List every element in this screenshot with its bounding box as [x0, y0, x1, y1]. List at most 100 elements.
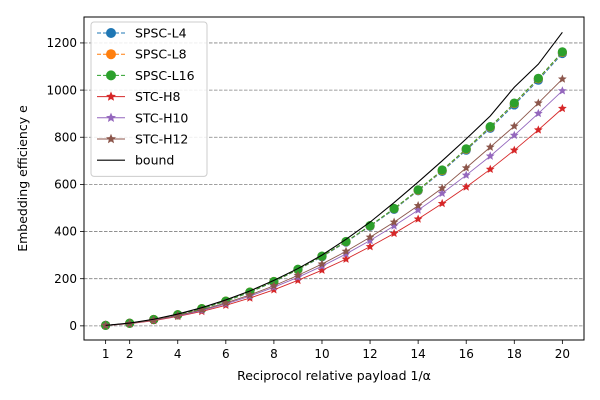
legend-item: SPSC-L8: [97, 47, 187, 62]
legend-frame: [90, 21, 208, 177]
legend-marker: [106, 70, 116, 81]
data-point: [341, 254, 351, 263]
data-point: [293, 275, 303, 285]
series-line: [105, 31, 563, 326]
data-point: [509, 98, 519, 108]
x-tick-label: 10: [314, 347, 329, 361]
y-tick-label: 0: [69, 319, 77, 333]
data-point: [557, 47, 567, 57]
x-tick-label: 20: [555, 347, 570, 361]
data-point: [197, 305, 207, 314]
data-point: [509, 121, 519, 130]
y-tick-label: 400: [54, 225, 77, 239]
y-tick-label: 200: [54, 272, 77, 286]
data-point: [413, 201, 423, 210]
series-bound: [105, 31, 563, 326]
legend-label: SPSC-L16: [135, 68, 195, 83]
data-point: [389, 228, 399, 238]
data-point: [341, 246, 351, 256]
series-line: [105, 108, 563, 326]
legend-marker: [106, 28, 116, 38]
data-point: [245, 290, 255, 299]
data-point: [437, 183, 447, 192]
data-point: [413, 185, 423, 195]
data-point: [533, 73, 543, 83]
y-tick-label: 600: [54, 178, 77, 192]
data-point: [269, 281, 279, 290]
series-layer: [101, 31, 567, 330]
data-point: [317, 265, 327, 274]
legend-item: STC-H12: [97, 132, 188, 147]
data-point: [413, 214, 423, 223]
data-point: [365, 242, 375, 251]
legend-label: STC-H12: [135, 132, 188, 147]
data-point: [557, 103, 567, 113]
y-axis-ticks: 0 200 400 600 800 1000 1200: [46, 36, 84, 333]
x-tick-label: 6: [222, 347, 230, 361]
data-point: [317, 259, 327, 268]
data-point: [533, 108, 543, 118]
x-tick-label: 14: [410, 347, 425, 361]
series-line: [105, 78, 563, 326]
data-point: [557, 86, 567, 95]
legend-label: STC-H10: [135, 110, 188, 125]
legend-marker: [106, 49, 116, 60]
x-axis-ticks: 1 2 4 6 8 10 12 14 16 18 20: [102, 340, 570, 361]
series-line: [105, 90, 563, 326]
y-tick-label: 800: [54, 130, 77, 144]
data-point: [389, 221, 399, 230]
data-point: [437, 198, 447, 208]
data-point: [437, 165, 447, 175]
data-point: [461, 163, 471, 172]
data-point: [341, 249, 351, 258]
legend-label: SPSC-L8: [135, 47, 187, 62]
legend-label: SPSC-L4: [135, 26, 187, 41]
series-line: [105, 51, 563, 326]
plot-frame: [83, 16, 585, 341]
legend-marker: [106, 133, 116, 144]
legend-item: SPSC-L4: [97, 26, 187, 41]
data-point: [485, 142, 495, 151]
data-point: [485, 122, 495, 132]
legend-item: SPSC-L16: [97, 68, 195, 83]
legend-label: STC-H8: [135, 89, 180, 104]
x-tick-label: 8: [270, 347, 278, 361]
data-point: [509, 145, 519, 154]
data-point: [437, 188, 447, 198]
legend-marker: [106, 112, 116, 123]
x-tick-label: 12: [362, 347, 377, 361]
data-point: [461, 170, 471, 179]
data-point: [413, 205, 423, 214]
data-point: [557, 74, 567, 83]
legend-marker: [106, 91, 116, 101]
legend-label: bound: [135, 153, 174, 168]
data-point: [389, 203, 399, 214]
x-tick-label: 1: [102, 347, 110, 361]
data-point: [485, 151, 495, 160]
data-point: [389, 217, 399, 226]
x-tick-label: 4: [174, 347, 182, 361]
legend: SPSC-L4 SPSC-L8 SPSC-L16 STC-H8 STC-H10 STC-H…: [90, 21, 208, 177]
data-point: [221, 298, 231, 307]
data-point: [509, 130, 519, 140]
data-point: [533, 125, 543, 134]
y-axis-label: Embedding efficiency e: [15, 105, 30, 252]
data-point: [533, 98, 543, 107]
data-point: [485, 164, 495, 174]
x-tick-label: 18: [507, 347, 522, 361]
x-axis-label: Reciprocol relative payload 1/α: [237, 368, 431, 383]
data-point: [173, 310, 183, 320]
y-tick-label: 1000: [46, 83, 77, 97]
series-STC-H12: [101, 74, 567, 330]
legend-item: bound: [97, 153, 174, 168]
data-point: [293, 270, 303, 280]
data-point: [269, 285, 279, 294]
data-point: [365, 235, 375, 245]
x-tick-label: 16: [459, 347, 474, 361]
legend-item: STC-H10: [97, 110, 188, 125]
data-point: [341, 236, 351, 247]
data-point: [365, 232, 375, 241]
x-tick-label: 2: [126, 347, 134, 361]
y-tick-label: 1200: [46, 36, 77, 50]
